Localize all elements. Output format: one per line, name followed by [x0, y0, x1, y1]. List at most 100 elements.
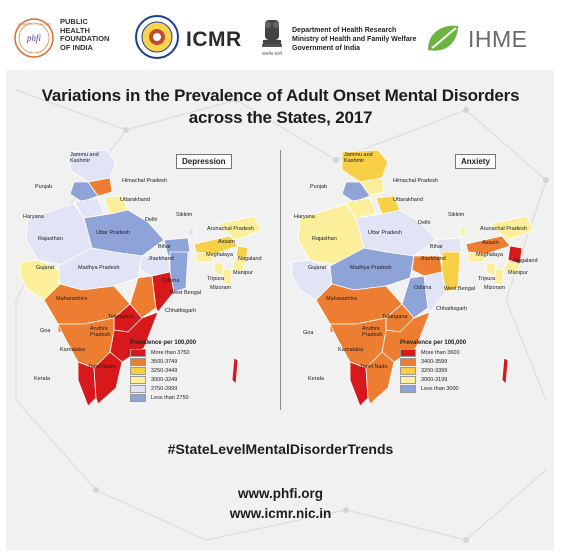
label-telangana: Telangana: [108, 314, 134, 320]
state-assam: [465, 235, 511, 255]
label-jharkhand: Jharkhand: [420, 256, 446, 262]
state-tn: [365, 351, 395, 405]
state-meghalaya: [195, 251, 215, 263]
legend-swatch: [400, 375, 416, 384]
legend-label: 2750-2999: [151, 385, 178, 392]
legend-item: Less than 3000: [400, 384, 466, 393]
dhr-name: Department of Health Research Ministry o…: [292, 26, 416, 53]
state-sikkim: [459, 227, 467, 237]
label-tn: Tamil Nadu: [360, 364, 388, 370]
state-mizoram: [221, 267, 233, 287]
label-chhattisgarh: Chhattisgarh: [165, 308, 197, 314]
state-bihar: [435, 237, 463, 257]
label-maharashtra: Maharashtra: [56, 296, 87, 302]
legend-swatch: [400, 357, 416, 366]
page-title-line2: across the States, 2017: [188, 108, 373, 127]
label-goa: Goa: [40, 328, 51, 334]
emblem-motto: सत्यमेव जयते: [262, 51, 282, 56]
legend-swatch: [130, 375, 146, 384]
label-sikkim: Sikkim: [176, 212, 193, 218]
label-mizoram: Mizoram: [210, 285, 232, 291]
state-tn: [93, 351, 123, 405]
legend-label: 3500-3749: [151, 358, 178, 365]
label-up: Uttar Pradesh: [96, 230, 130, 236]
legend-swatch: [130, 393, 146, 402]
label-jk: Jammu and Kashmir: [344, 152, 373, 164]
legend-title: Prevalence per 100,000: [400, 340, 467, 346]
label-jharkhand: Jharkhand: [148, 256, 174, 262]
depression-map: [19, 149, 263, 407]
state-kerala: [77, 361, 97, 407]
label-gujarat: Gujarat: [308, 265, 327, 271]
label-jk: Jammu and Kashmir: [70, 152, 99, 164]
national-emblem-icon: सत्यमेव जयते: [262, 20, 283, 56]
dhr-line: Government of India: [292, 45, 361, 52]
label-tripura: Tripura: [207, 276, 225, 282]
dhr-line: Department of Health Research: [292, 27, 397, 34]
legend-label: Less than 2750: [151, 394, 189, 401]
islands-andaman: [231, 357, 239, 385]
legend-item: 3250-3449: [130, 366, 196, 375]
label-hp: Himachal Pradesh: [393, 178, 438, 184]
ihme-name: IHME: [468, 26, 528, 52]
legend-item: 3200-3399: [400, 366, 466, 375]
legend-label: More than 3750: [151, 349, 190, 356]
label-arunachal: Arunachal Pradesh: [480, 226, 527, 232]
icmr-url[interactable]: www.icmr.nic.in: [229, 506, 332, 521]
label-karnataka: Karnataka: [338, 347, 364, 353]
label-meghalaya: Meghalaya: [206, 252, 233, 258]
ihme-leaf-icon: [428, 25, 458, 51]
label-odisha: Odisha: [162, 278, 180, 284]
label-haryana: Haryana: [23, 214, 44, 220]
icmr-seal-icon: [135, 15, 179, 59]
label-manipur: Manipur: [508, 270, 528, 276]
label-karnataka: Karnataka: [60, 347, 86, 353]
page-title-line1: Variations in the Prevalence of Adult On…: [41, 86, 520, 105]
label-meghalaya: Meghalaya: [476, 252, 503, 258]
state-chhattisgarh: [401, 275, 429, 319]
label-assam: Assam: [482, 240, 499, 246]
label-manipur: Manipur: [233, 270, 253, 276]
label-arunachal: Arunachal Pradesh: [207, 226, 254, 232]
label-nagaland: Nagaland: [238, 256, 262, 262]
state-odisha: [151, 271, 175, 313]
phfi-name-line: OF INDIA: [60, 42, 93, 52]
label-mizoram: Mizoram: [484, 285, 506, 291]
legend-swatch: [130, 357, 146, 366]
label-nagaland: Nagaland: [514, 258, 538, 264]
legend-label: 3000-3199: [421, 376, 448, 383]
label-tripura: Tripura: [478, 276, 496, 282]
label-assam: Assam: [218, 239, 235, 245]
legend-label: 3200-3399: [421, 367, 448, 374]
state-chhattisgarh: [129, 275, 157, 319]
phfi-url[interactable]: www.phfi.org: [238, 486, 323, 501]
dhr-line: Ministry of Health and Family Welfare: [292, 36, 417, 43]
label-wb: West Bengal: [444, 286, 476, 292]
anxiety-heading: Anxiety: [455, 154, 496, 169]
label-gujarat: Gujarat: [36, 265, 55, 271]
state-bihar: [163, 237, 191, 257]
map-divider: [280, 150, 281, 410]
anxiety-legend: Prevalence per 100,000 More than 3600 340…: [400, 340, 466, 393]
legend-label: 3400-3599: [421, 358, 448, 365]
state-kerala: [349, 361, 369, 407]
label-ap: Andhra Pradesh: [362, 326, 383, 338]
label-kerala: Kerala: [34, 376, 50, 382]
legend-item: More than 3750: [130, 348, 196, 357]
label-punjab: Punjab: [35, 184, 53, 190]
label-hp: Himachal Pradesh: [122, 178, 167, 184]
legend-swatch: [130, 384, 146, 393]
phfi-logo: phfi ACHIEVING TO ACTION: [14, 18, 54, 58]
phfi-name-line: HEALTH: [60, 25, 90, 35]
phfi-name-line: FOUNDATION: [60, 34, 110, 43]
legend-swatch: [400, 366, 416, 375]
legend-label: Less than 3000: [421, 385, 459, 392]
label-bihar: Bihar: [158, 244, 171, 250]
legend-item: 3400-3599: [400, 357, 466, 366]
state-tripura: [213, 261, 225, 277]
label-goa: Goa: [303, 330, 314, 336]
label-bihar: Bihar: [430, 244, 443, 250]
state-meghalaya: [467, 251, 487, 263]
legend-label: 3000-3249: [151, 376, 178, 383]
